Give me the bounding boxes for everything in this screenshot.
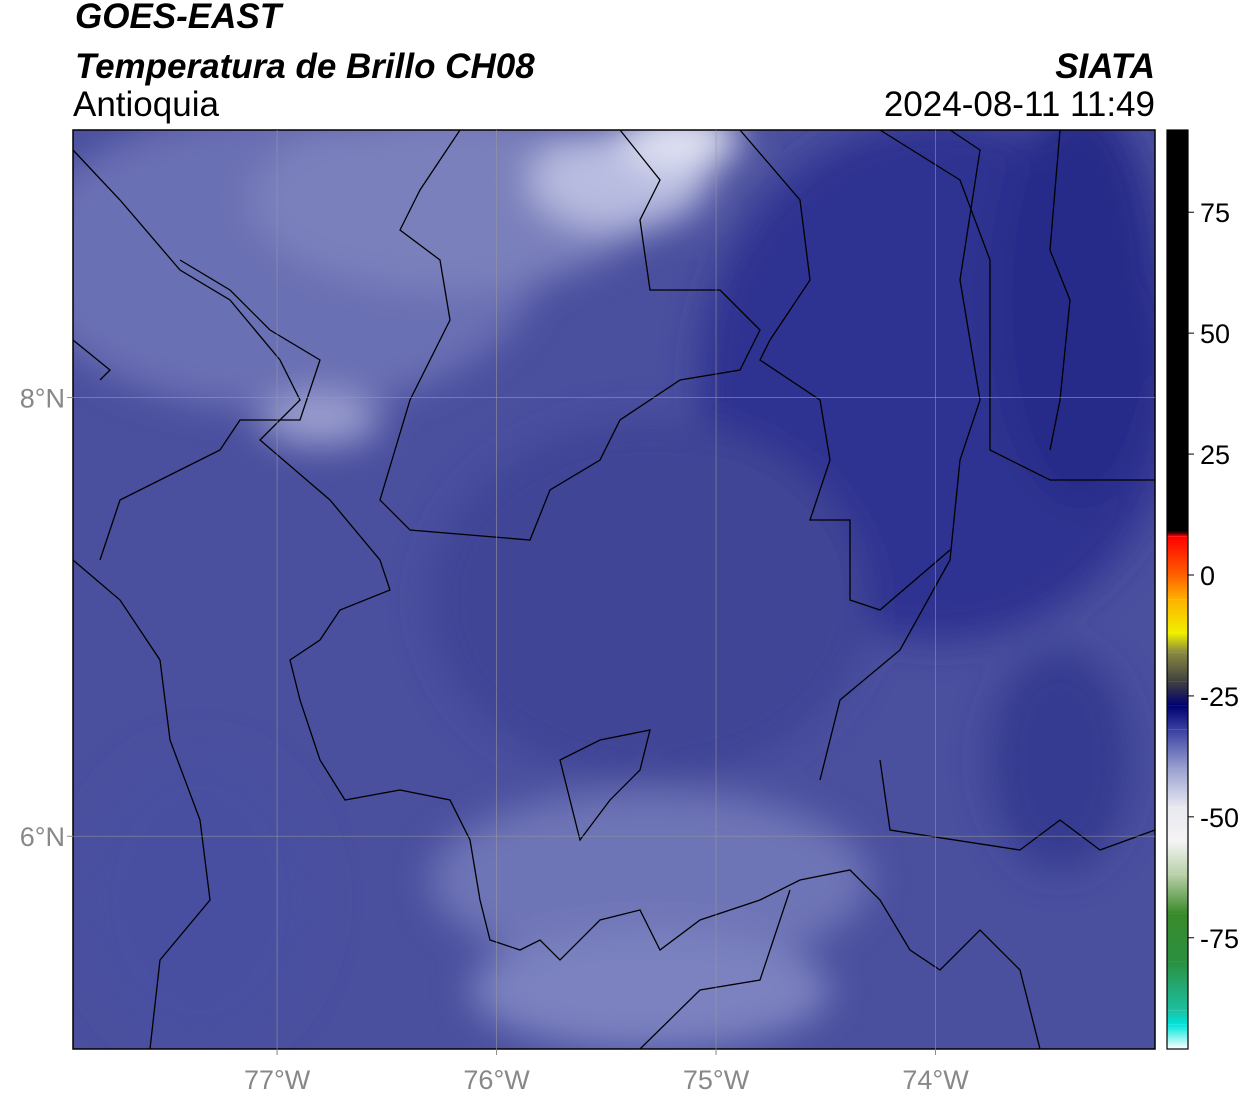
colorbar xyxy=(1167,130,1188,1049)
colorbar-segment xyxy=(1167,574,1188,600)
colorbar-segment xyxy=(1167,531,1188,537)
colorbar-segment xyxy=(1167,1024,1188,1049)
colorbar-segment xyxy=(1167,768,1188,808)
colorbar-segment xyxy=(1167,807,1188,842)
colorbar-segment xyxy=(1167,961,1188,1011)
x-tick-label: 75°W xyxy=(683,1065,750,1095)
region: Antioquia xyxy=(73,85,219,124)
colorbar-segment xyxy=(1167,633,1188,653)
colorbar-segment xyxy=(1167,1010,1188,1025)
subtitle: Temperatura de Brillo CH08 xyxy=(75,47,535,86)
colorbar-frame xyxy=(1166,129,1189,1050)
map-frame xyxy=(72,129,1156,1050)
colorbar-tick-label: 75 xyxy=(1200,198,1230,228)
y-tick-label: 6°N xyxy=(20,822,65,852)
colorbar-tick-label: 0 xyxy=(1200,561,1215,591)
x-tick-label: 77°W xyxy=(244,1065,311,1095)
colorbar-tick-label: -25 xyxy=(1200,682,1239,712)
map-image xyxy=(73,130,1155,1049)
colorbar-segment xyxy=(1167,913,1188,962)
datetime: 2024-08-11 11:49 xyxy=(884,85,1155,124)
colorbar-segment xyxy=(1167,130,1188,532)
colorbar-segment xyxy=(1167,705,1188,730)
colorbar-segment xyxy=(1167,729,1188,769)
colorbar-segment xyxy=(1167,874,1188,914)
colorbar-tick-label: 25 xyxy=(1200,440,1230,470)
colorbar-tick-label: -50 xyxy=(1200,803,1239,833)
title: GOES-EAST xyxy=(75,0,284,36)
x-tick-label: 76°W xyxy=(463,1065,530,1095)
colorbar-segment xyxy=(1167,652,1188,682)
colorbar-segment xyxy=(1167,599,1188,634)
agency: SIATA xyxy=(1055,47,1155,86)
y-tick-label: 8°N xyxy=(20,384,65,414)
colorbar-segment xyxy=(1167,536,1188,575)
colorbar-tick-label: -75 xyxy=(1200,924,1239,954)
colorbar-segment xyxy=(1167,841,1188,875)
x-tick-label: 74°W xyxy=(902,1065,969,1095)
colorbar-tick-label: 50 xyxy=(1200,319,1230,349)
colorbar-segment xyxy=(1167,681,1188,706)
